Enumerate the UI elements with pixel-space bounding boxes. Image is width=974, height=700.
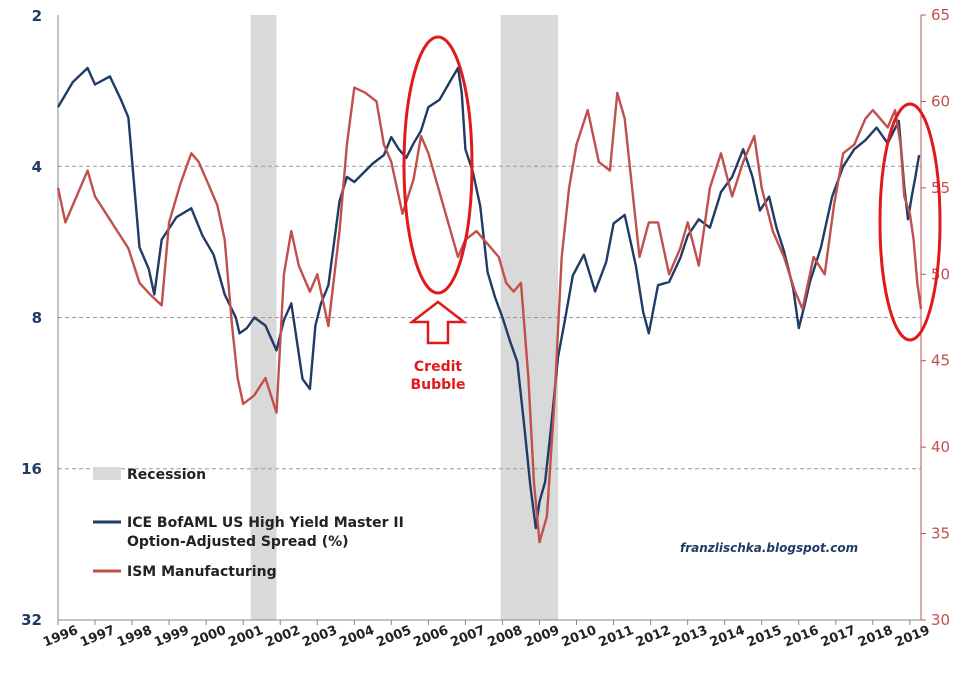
x-tick-2014: 2014 [708,623,747,650]
x-tick-2008: 2008 [486,623,525,650]
legend-swatch-recession [93,467,121,480]
x-tick-2003: 2003 [300,623,339,650]
right-tick-50: 50 [931,265,950,283]
x-tick-2018: 2018 [856,623,895,650]
series-line-ism-manufacturing [56,86,923,544]
credit-bubble-line1: Credit [414,359,462,375]
x-axis-ticks: 1996199719981999200020012002200320042005… [41,620,932,650]
right-tick-40: 40 [931,438,950,456]
credit-bubble-line2: Bubble [411,377,466,393]
x-tick-2010: 2010 [560,623,599,650]
x-tick-2001: 2001 [226,623,265,650]
left-tick-32: 32 [21,611,42,629]
left-axis-ticks: 2 4 8 16 32 [21,7,42,629]
x-tick-1997: 1997 [78,623,117,650]
legend-label-recession: Recession [127,467,206,483]
up-arrow-icon [408,300,468,345]
left-tick-16: 16 [21,460,42,478]
x-tick-2015: 2015 [745,623,784,650]
legend-label-spread-2: Option-Adjusted Spread (%) [127,534,349,550]
x-tick-1996: 1996 [41,623,80,650]
x-tick-2011: 2011 [597,623,636,650]
series-line-high-yield-spread [56,66,921,530]
x-tick-2019: 2019 [893,623,932,650]
left-tick-2: 2 [32,7,42,25]
x-tick-1998: 1998 [115,623,154,650]
right-tick-65: 65 [931,6,950,24]
x-tick-2004: 2004 [337,623,376,650]
left-tick-4: 4 [32,158,42,176]
right-tick-35: 35 [931,525,950,543]
x-tick-2017: 2017 [819,623,858,650]
x-tick-1999: 1999 [152,623,191,650]
right-axis-ticks: 30 35 40 45 50 55 60 65 [921,6,950,629]
credit-bubble-circle [402,35,474,295]
left-tick-8: 8 [32,309,42,327]
x-tick-2007: 2007 [449,623,488,650]
credit-bubble-annotation: Credit Bubble [402,35,474,393]
right-tick-45: 45 [931,352,950,370]
x-tick-2013: 2013 [671,623,710,650]
x-tick-2016: 2016 [782,623,821,650]
x-tick-2005: 2005 [374,623,413,650]
right-tick-60: 60 [931,92,950,110]
x-tick-2000: 2000 [189,623,228,650]
legend: Recession ICE BofAML US High Yield Maste… [93,467,404,580]
source-text: franzlischka.blogspot.com [680,541,858,555]
x-tick-2012: 2012 [634,623,673,650]
recent-period-circle [878,102,942,342]
right-tick-30: 30 [931,611,950,629]
x-tick-2006: 2006 [411,623,450,650]
series-lines [56,66,923,544]
x-tick-2009: 2009 [523,623,562,650]
legend-label-spread-1: ICE BofAML US High Yield Master II [127,515,404,531]
right-tick-55: 55 [931,179,950,197]
legend-label-ism: ISM Manufacturing [127,564,277,580]
x-tick-2002: 2002 [263,623,302,650]
